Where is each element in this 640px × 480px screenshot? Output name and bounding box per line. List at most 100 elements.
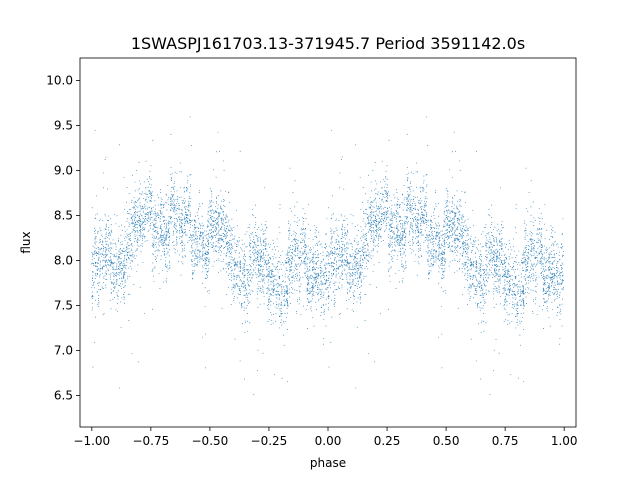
data-point xyxy=(253,247,255,248)
data-point xyxy=(294,243,296,245)
data-point xyxy=(129,251,131,253)
data-point xyxy=(93,263,95,265)
data-point xyxy=(149,216,151,218)
data-point xyxy=(524,259,526,261)
data-point xyxy=(218,214,220,216)
data-point xyxy=(333,270,334,272)
data-point xyxy=(288,279,290,281)
data-point xyxy=(213,220,215,222)
data-point xyxy=(454,229,456,231)
data-point xyxy=(498,269,500,271)
data-point xyxy=(150,187,152,189)
data-point xyxy=(484,285,486,287)
data-point xyxy=(385,216,387,218)
data-point xyxy=(252,260,254,262)
data-point xyxy=(277,294,279,296)
data-point xyxy=(163,206,165,208)
data-point xyxy=(474,288,476,290)
data-point xyxy=(99,227,101,229)
data-point xyxy=(223,198,225,200)
data-point xyxy=(444,249,446,251)
data-point xyxy=(161,212,163,214)
data-point xyxy=(375,202,377,204)
data-point xyxy=(373,239,375,240)
data-point xyxy=(334,252,336,254)
data-point xyxy=(545,249,547,251)
data-point xyxy=(263,230,265,232)
data-point xyxy=(506,301,508,302)
data-point xyxy=(402,247,404,249)
data-point xyxy=(415,254,417,256)
data-point xyxy=(266,269,268,271)
data-point xyxy=(361,268,363,270)
data-point xyxy=(375,234,376,236)
data-point xyxy=(425,116,427,118)
data-point xyxy=(522,288,524,290)
data-point xyxy=(295,255,297,257)
data-point xyxy=(141,245,143,247)
data-point xyxy=(396,236,398,238)
data-point xyxy=(524,230,526,232)
data-point xyxy=(457,227,459,228)
data-point xyxy=(108,215,110,217)
data-point xyxy=(107,263,109,265)
data-point xyxy=(244,259,245,261)
data-point xyxy=(457,245,459,247)
data-point xyxy=(543,284,545,286)
data-point xyxy=(199,189,200,191)
data-point xyxy=(244,274,246,276)
data-point xyxy=(115,272,117,273)
data-point xyxy=(546,308,548,309)
data-point xyxy=(240,248,242,250)
data-point xyxy=(390,200,392,202)
data-point xyxy=(517,304,518,306)
data-point xyxy=(377,208,379,210)
data-point xyxy=(289,269,291,271)
data-point xyxy=(189,216,191,217)
data-point xyxy=(123,267,125,269)
data-point xyxy=(533,240,535,242)
data-point xyxy=(409,245,411,247)
data-point xyxy=(284,303,286,305)
data-point xyxy=(502,260,504,262)
data-point xyxy=(328,256,330,258)
data-point xyxy=(463,234,464,236)
data-point xyxy=(453,241,455,243)
data-point xyxy=(181,219,183,221)
data-point xyxy=(507,319,509,321)
data-point xyxy=(454,234,456,236)
data-point xyxy=(147,214,149,216)
data-point xyxy=(389,242,391,244)
data-point xyxy=(233,291,235,293)
data-point xyxy=(537,247,539,249)
data-point xyxy=(381,200,383,202)
data-point xyxy=(279,297,281,299)
data-point xyxy=(341,215,343,217)
data-point xyxy=(141,194,143,196)
data-point xyxy=(370,231,372,233)
data-point xyxy=(263,263,265,265)
data-point xyxy=(438,233,440,235)
data-point xyxy=(188,205,190,207)
data-point xyxy=(243,266,245,268)
data-point xyxy=(529,277,531,279)
data-point xyxy=(410,209,412,211)
data-point xyxy=(553,294,555,296)
data-point xyxy=(517,313,518,315)
data-point xyxy=(220,190,222,192)
data-point xyxy=(561,264,562,266)
data-point xyxy=(179,236,181,238)
data-point xyxy=(351,246,353,248)
data-point xyxy=(435,223,437,225)
data-point xyxy=(143,219,145,221)
data-point xyxy=(452,245,454,247)
data-point xyxy=(208,207,210,209)
data-point xyxy=(179,204,180,206)
data-point xyxy=(375,221,377,222)
data-point xyxy=(508,239,510,241)
data-point xyxy=(244,271,246,273)
data-point xyxy=(341,225,343,227)
data-point xyxy=(341,252,343,254)
data-point xyxy=(374,225,376,227)
data-point xyxy=(514,261,516,263)
